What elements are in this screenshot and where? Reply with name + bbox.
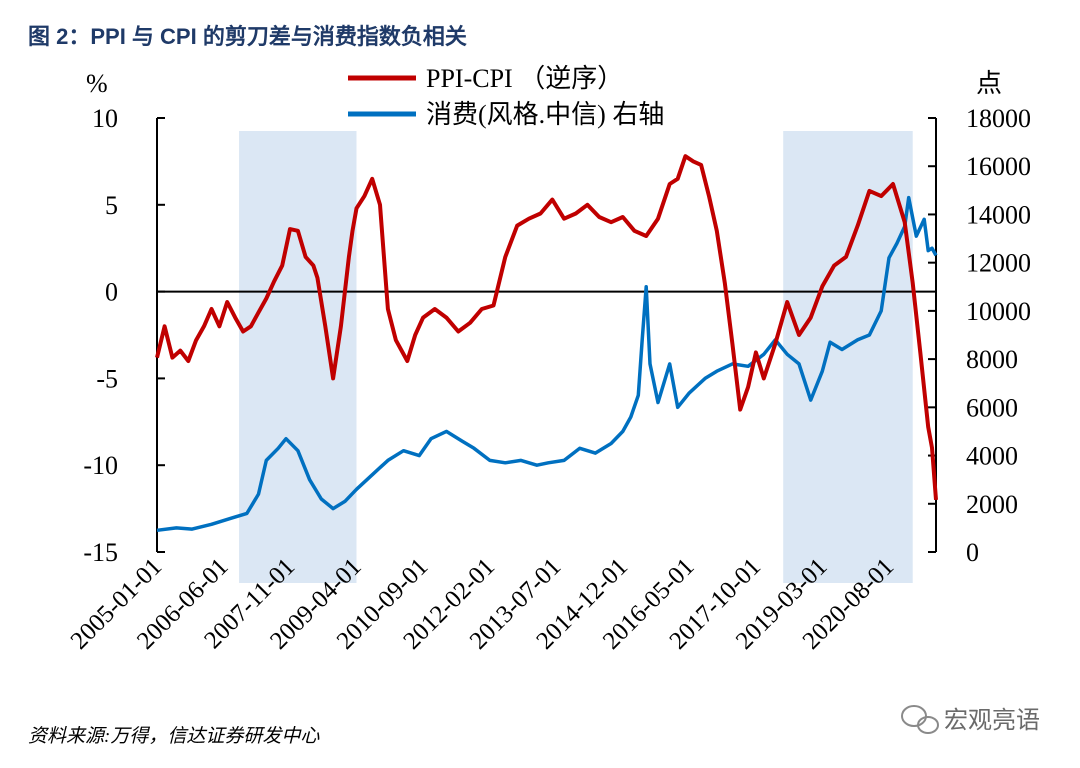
left-tick-label: -5 <box>96 364 118 393</box>
shaded-period-2 <box>783 131 913 583</box>
left-tick-label: -15 <box>83 538 118 567</box>
series-layer <box>155 154 938 533</box>
right-tick-label: 10000 <box>966 297 1031 326</box>
legend-label-consumer: 消费(风格.中信) 右轴 <box>426 100 664 129</box>
watermark: 宏观亮语 <box>901 705 1040 734</box>
watermark-text: 宏观亮语 <box>944 707 1040 734</box>
right-tick-label: 0 <box>966 538 979 567</box>
series-line-consumer <box>156 195 938 533</box>
right-unit-label: 点 <box>976 69 1002 98</box>
right-tick-label: 12000 <box>966 249 1031 278</box>
legend-label-ppi-cpi: PPI-CPI （逆序） <box>426 64 623 93</box>
x-axis-tick-labels: 2005-01-012006-06-012007-11-012009-04-01… <box>66 553 900 655</box>
left-tick-label: -10 <box>83 451 118 480</box>
wechat-icon <box>901 705 939 734</box>
shaded-period-1 <box>239 131 357 583</box>
right-tick-label: 4000 <box>966 442 1018 471</box>
shaded-periods <box>239 131 913 583</box>
source-note: 资料来源:万得，信达证券研发中心 <box>28 725 320 747</box>
left-tick-label: 10 <box>92 104 118 133</box>
legend: PPI-CPI （逆序） 消费(风格.中信) 右轴 <box>348 64 664 129</box>
left-unit-label: % <box>86 69 108 98</box>
right-tick-label: 16000 <box>966 152 1031 181</box>
axes: -15 -10 -5 0 5 10 0 2000 4000 6000 8000 10000 12000 1… <box>83 104 1031 567</box>
right-tick-label: 2000 <box>966 490 1018 519</box>
left-tick-label: 0 <box>105 278 118 307</box>
left-tick-label: 5 <box>105 191 118 220</box>
series-line-ppi-cpi <box>155 154 938 501</box>
right-tick-label: 8000 <box>966 345 1018 374</box>
chart-title: 图 2：PPI 与 CPI 的剪刀差与消费指数负相关 <box>28 24 467 49</box>
right-tick-label: 6000 <box>966 393 1018 422</box>
right-tick-label: 14000 <box>966 200 1031 229</box>
right-tick-label: 18000 <box>966 104 1031 133</box>
